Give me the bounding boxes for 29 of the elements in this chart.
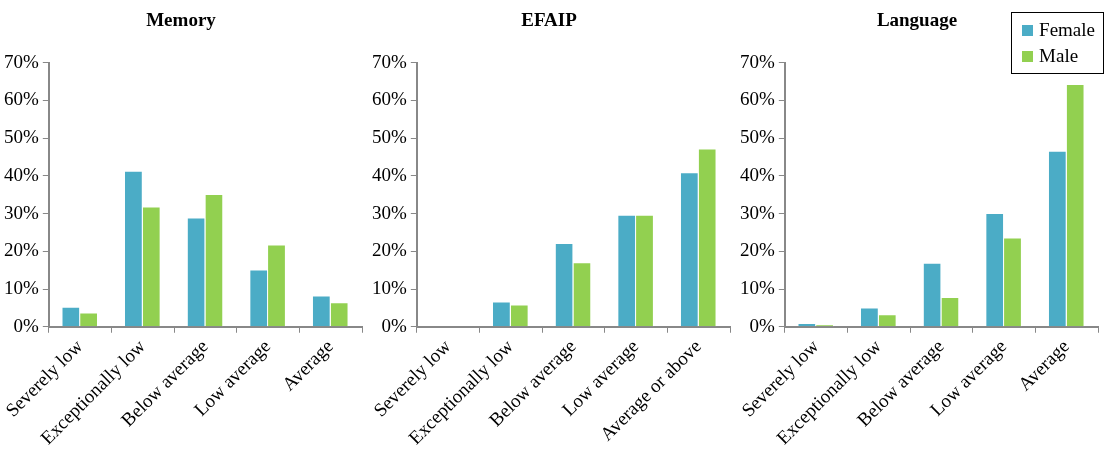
- y-tick-label: 50%: [4, 126, 39, 148]
- y-tick-label: 70%: [740, 50, 775, 72]
- y-tick-label: 30%: [740, 201, 775, 223]
- y-tick-label: 60%: [740, 88, 775, 110]
- y-tick-label: 30%: [372, 201, 407, 223]
- y-tick-label: 20%: [740, 239, 775, 261]
- chart-title: Language: [876, 9, 958, 31]
- y-tick-label: 70%: [4, 50, 39, 72]
- y-tick-label: 0%: [749, 314, 775, 336]
- y-tick-label: 10%: [372, 277, 407, 299]
- y-tick-label: 40%: [740, 163, 775, 185]
- y-tick-label: 10%: [740, 277, 775, 299]
- chart-title: Memory: [146, 9, 217, 31]
- chart-title: EFAIP: [521, 9, 578, 31]
- legend-label: Female: [1038, 18, 1095, 42]
- y-tick-label: 50%: [740, 126, 775, 148]
- y-tick-label: 20%: [4, 239, 39, 261]
- y-tick-label: 60%: [4, 88, 39, 110]
- y-tick-label: 30%: [4, 201, 39, 223]
- y-tick-label: 40%: [4, 163, 39, 185]
- y-tick-label: 20%: [372, 239, 407, 261]
- y-tick-label: 70%: [372, 50, 407, 72]
- legend-label: Male: [1038, 44, 1080, 68]
- y-tick-label: 0%: [13, 314, 39, 336]
- y-tick-label: 40%: [372, 163, 407, 185]
- y-tick-label: 60%: [372, 88, 407, 110]
- y-tick-label: 10%: [4, 277, 39, 299]
- y-tick-label: 0%: [381, 314, 407, 336]
- y-tick-label: 50%: [372, 126, 407, 148]
